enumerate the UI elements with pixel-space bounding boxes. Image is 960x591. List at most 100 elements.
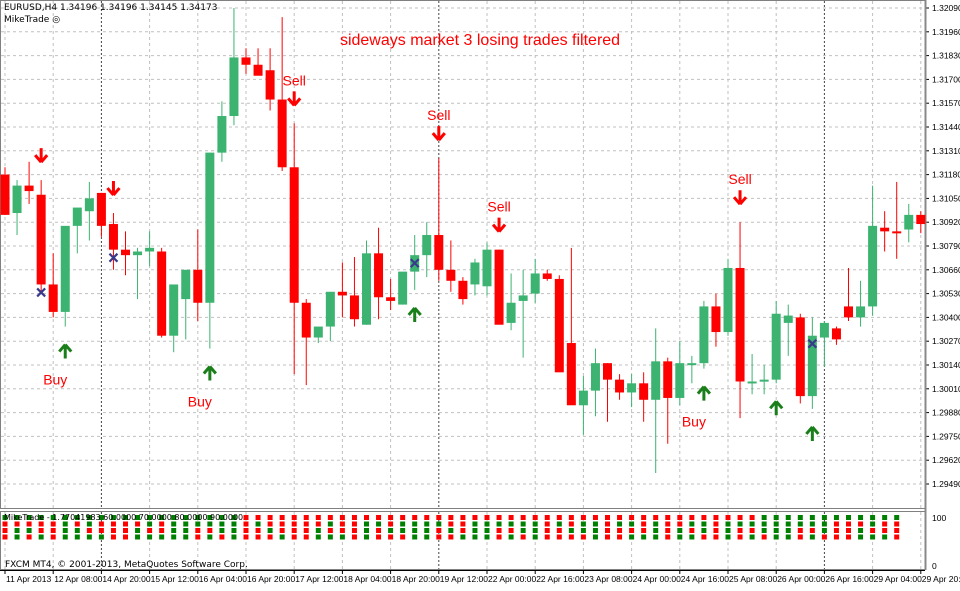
candle[interactable] (313, 326, 323, 344)
candle[interactable] (831, 326, 841, 345)
candle[interactable] (506, 273, 516, 331)
candle[interactable] (759, 365, 769, 395)
candle[interactable] (566, 247, 576, 406)
candle[interactable] (494, 249, 504, 325)
candle[interactable] (349, 256, 359, 327)
candle[interactable] (181, 269, 191, 340)
indicator-dot (713, 515, 719, 520)
candle[interactable] (699, 300, 709, 369)
candle[interactable] (157, 247, 167, 338)
candle[interactable] (398, 271, 408, 305)
candle[interactable] (904, 203, 914, 243)
indicator-dot (195, 534, 201, 540)
candle[interactable] (603, 363, 612, 422)
candle[interactable] (590, 348, 600, 417)
candle[interactable] (96, 192, 106, 237)
candle[interactable] (374, 227, 384, 320)
indicator-dot (641, 528, 647, 533)
candle-body (265, 70, 275, 100)
candle[interactable] (687, 355, 697, 384)
candle[interactable] (880, 211, 890, 252)
buy-arrow-icon (58, 343, 73, 359)
candle[interactable] (856, 280, 866, 327)
candle[interactable] (0, 167, 10, 215)
candle[interactable] (362, 240, 371, 325)
candle[interactable] (24, 161, 34, 204)
candle[interactable] (554, 275, 564, 373)
candle[interactable] (277, 17, 287, 171)
candle[interactable] (434, 158, 444, 281)
candle[interactable] (530, 258, 540, 303)
buy-arrow-icon (805, 425, 820, 441)
candle[interactable] (470, 258, 480, 296)
candle[interactable] (325, 291, 335, 342)
candle[interactable] (48, 253, 58, 318)
candle[interactable] (12, 180, 22, 236)
indicator-dot (207, 534, 213, 540)
indicator-subwindow[interactable] (0, 511, 926, 570)
candle-body (868, 225, 878, 307)
candle[interactable] (458, 277, 468, 305)
candle[interactable] (84, 181, 94, 241)
candle[interactable] (627, 374, 637, 408)
candle[interactable] (639, 372, 649, 422)
candle[interactable] (747, 354, 757, 395)
candle[interactable] (72, 207, 82, 254)
candle[interactable] (337, 262, 347, 318)
candle[interactable] (892, 181, 902, 259)
indicator-dot (496, 528, 502, 533)
candle[interactable] (253, 48, 263, 76)
candle[interactable] (193, 229, 203, 322)
candle[interactable] (265, 48, 275, 111)
indicator-dot (50, 521, 56, 527)
candle[interactable] (542, 269, 552, 281)
candle-body (844, 306, 853, 318)
main-plot-area[interactable] (0, 0, 926, 509)
x-axis-label: 24 Apr 16:00 (681, 574, 729, 584)
candle[interactable] (446, 240, 456, 292)
indicator-dot (508, 515, 514, 520)
candle[interactable] (819, 321, 829, 367)
candle[interactable] (711, 293, 721, 347)
candle[interactable] (205, 152, 215, 349)
candle[interactable] (289, 123, 299, 375)
candle[interactable] (916, 211, 926, 234)
indicator-dot (689, 528, 695, 533)
candle[interactable] (735, 222, 745, 419)
indicator-dot (424, 528, 430, 533)
indicator-dot (303, 521, 309, 527)
candle[interactable] (229, 8, 239, 126)
candle[interactable] (60, 225, 70, 327)
candle[interactable] (301, 299, 311, 386)
candle[interactable] (169, 284, 179, 353)
candle[interactable] (578, 375, 588, 435)
candle[interactable] (36, 180, 46, 294)
candle[interactable] (783, 304, 793, 356)
candle[interactable] (868, 185, 878, 316)
candle[interactable] (422, 222, 432, 278)
candle[interactable] (518, 269, 528, 358)
candle[interactable] (807, 317, 817, 409)
candle[interactable] (723, 258, 733, 336)
candle[interactable] (121, 231, 130, 276)
candle[interactable] (844, 267, 853, 322)
candle[interactable] (663, 357, 673, 444)
candle[interactable] (217, 101, 227, 162)
candle[interactable] (771, 300, 781, 384)
indicator-dot (207, 515, 213, 520)
candle[interactable] (651, 328, 661, 474)
candle[interactable] (108, 213, 118, 270)
candle[interactable] (615, 374, 625, 400)
candle[interactable] (795, 313, 805, 404)
candle-body (0, 174, 10, 215)
indicator-dot (484, 515, 490, 520)
candle[interactable] (386, 278, 396, 311)
candle[interactable] (482, 242, 492, 296)
candle[interactable] (145, 231, 155, 267)
indicator-dot (737, 534, 743, 540)
candle[interactable] (133, 247, 143, 300)
candle[interactable] (241, 48, 251, 74)
candle[interactable] (675, 341, 685, 406)
